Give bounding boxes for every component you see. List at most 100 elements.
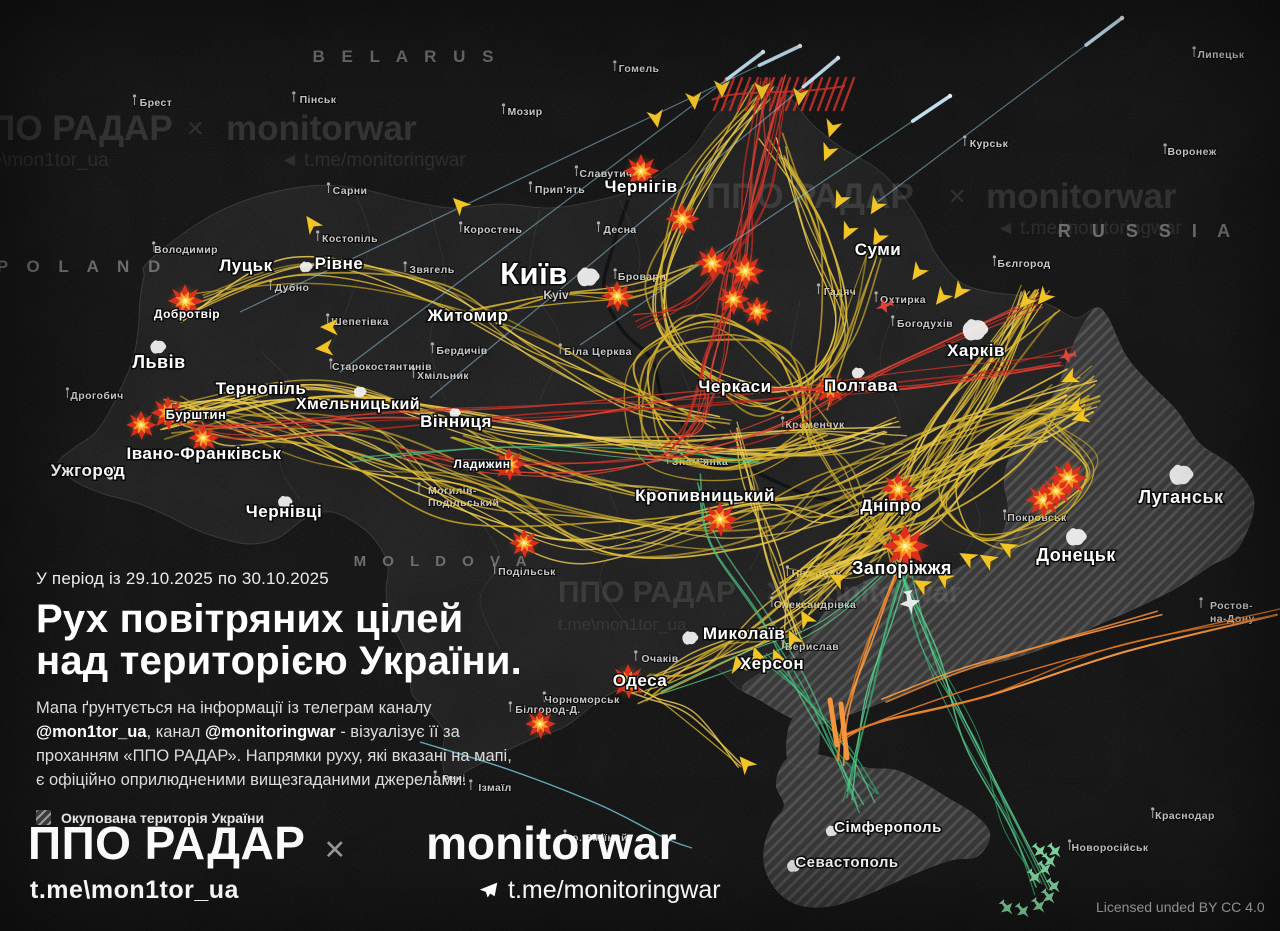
city-minor: Краснодар bbox=[1151, 807, 1215, 823]
region-blob-icon bbox=[682, 631, 699, 645]
flight-path-y bbox=[181, 264, 707, 423]
city-minor: о. Зміїний bbox=[563, 829, 628, 845]
flight-path-y bbox=[164, 387, 885, 445]
explosion-icon bbox=[525, 709, 556, 740]
flight-path-g bbox=[699, 473, 865, 806]
period-text: У період із 29.10.2025 по 30.10.2025 bbox=[36, 569, 329, 588]
city-pin-icon bbox=[528, 181, 533, 185]
missile-head bbox=[725, 50, 765, 81]
city-minor-label: Бердичів bbox=[436, 345, 487, 357]
region-blob-icon bbox=[962, 319, 989, 341]
city-minor: Костопіль bbox=[316, 230, 379, 246]
missile-head bbox=[801, 56, 840, 89]
red-scribble bbox=[768, 76, 784, 112]
entry-arrow-icon bbox=[645, 107, 664, 129]
watermark-text: ✕ bbox=[186, 116, 204, 141]
entry-arrow-icon bbox=[752, 80, 772, 102]
summary-panel: У період із 29.10.2025 по 30.10.2025 Рух… bbox=[36, 569, 548, 826]
city-major-label: Бурштин bbox=[166, 407, 227, 422]
missile-trail bbox=[429, 57, 839, 399]
explosion-icon bbox=[665, 202, 700, 237]
city-major-label: Луцьк bbox=[219, 256, 272, 275]
flight-path-y bbox=[779, 395, 1101, 584]
country-label: M O L D O V A bbox=[354, 553, 533, 570]
white-plane-icon bbox=[899, 590, 921, 615]
city-major-label: Тернопіль bbox=[216, 379, 307, 398]
entry-arrow-icon bbox=[771, 647, 790, 670]
desc-fragment: - візуалізує її за проханням «ППО РАДАР»… bbox=[36, 722, 512, 789]
entry-arrow-icon bbox=[825, 116, 844, 139]
city-pin-icon bbox=[992, 255, 997, 259]
region-blob-icon bbox=[1169, 464, 1194, 485]
city-minor: Коростень bbox=[459, 221, 523, 237]
city-pin-icon bbox=[781, 416, 785, 420]
watermark-text: t.me\mon1tor_ua bbox=[558, 615, 687, 634]
city-minor: Богодухів bbox=[891, 315, 954, 331]
orange-head bbox=[838, 701, 850, 761]
oblast-border bbox=[479, 519, 501, 651]
red-scribble bbox=[800, 76, 816, 112]
city-minor-label: Чорноморськ bbox=[544, 694, 620, 706]
city-major-label: Рівне bbox=[315, 254, 364, 273]
watermark-text: ППО РАДАР bbox=[0, 109, 173, 148]
missile-trail bbox=[871, 17, 1123, 207]
city-pin-icon bbox=[613, 268, 617, 272]
city-minor: Кременчук bbox=[781, 416, 846, 432]
missile-head bbox=[1119, 15, 1125, 21]
region-blob-icon bbox=[825, 825, 839, 837]
flight-path-y bbox=[798, 397, 1090, 592]
oblast-border bbox=[789, 299, 811, 431]
country-label: P O L A N D bbox=[0, 257, 167, 276]
city-minor-label: Липецьк bbox=[1198, 49, 1245, 61]
oblast-border bbox=[329, 185, 371, 351]
occupied-territory-hatch bbox=[763, 753, 991, 908]
city-minor: Воронеж bbox=[1163, 143, 1217, 159]
city-major-label: Миколаїв bbox=[703, 624, 785, 643]
occupied-hatch-swatch-icon bbox=[36, 810, 51, 826]
explosion-icon bbox=[509, 528, 540, 559]
city-minor: Звягель bbox=[403, 261, 455, 277]
flight-path-y bbox=[771, 403, 1086, 595]
city-minor: Біла Церква bbox=[558, 343, 632, 359]
entry-arrow-icon bbox=[998, 542, 1021, 561]
explosion-icon bbox=[623, 154, 660, 189]
city-minor: Ізмаїл bbox=[469, 779, 512, 795]
flight-path-r bbox=[182, 364, 1064, 440]
city-pin-icon bbox=[329, 358, 333, 362]
city-major-label: Хмельницький bbox=[296, 396, 420, 413]
flight-path-r bbox=[632, 86, 789, 316]
city-major-label: Суми bbox=[855, 240, 902, 259]
brand-monitorwar: monitorwar bbox=[426, 817, 677, 869]
flight-path-r bbox=[186, 361, 1062, 427]
city-minor-label: Гомель bbox=[619, 63, 660, 75]
flight-path-y bbox=[181, 282, 706, 422]
flight-path-g bbox=[698, 486, 861, 814]
telegram-handle-monitoringwar[interactable]: t.me/monitoringwar bbox=[478, 876, 721, 905]
entry-arrow-icon bbox=[912, 579, 935, 598]
red-scribble bbox=[832, 76, 848, 112]
explosion-icon bbox=[167, 284, 204, 319]
city-minor-label: Подільськ bbox=[498, 566, 556, 578]
entry-arrow-icon bbox=[791, 85, 811, 108]
city-minor: Берислав bbox=[780, 638, 840, 654]
city-minor: Рені bbox=[433, 770, 466, 786]
city-major-label: Одеса bbox=[613, 671, 667, 690]
flight-path-y bbox=[796, 394, 1067, 587]
city-minor-label: Хмільник bbox=[417, 370, 469, 382]
flight-path-g bbox=[765, 652, 878, 795]
city-pin-icon bbox=[459, 221, 463, 225]
oblast-border bbox=[959, 469, 981, 561]
entry-arrow-icon bbox=[730, 654, 750, 676]
city-minor-label: Старокостянтинів bbox=[332, 361, 432, 373]
entry-arrow-icon bbox=[870, 193, 889, 216]
flight-path-g bbox=[696, 482, 859, 807]
city-minor-label: Мозир bbox=[507, 106, 542, 118]
telegram-handle-mon1tor[interactable]: t.me\mon1tor_ua bbox=[30, 876, 239, 904]
city-major-label: Добротвір bbox=[154, 307, 220, 321]
city-pin-icon bbox=[634, 650, 638, 654]
flight-path-g bbox=[660, 558, 898, 693]
missile-head bbox=[947, 93, 953, 99]
missile-head bbox=[910, 94, 952, 123]
flight-path-g bbox=[900, 566, 1040, 884]
flight-path-o bbox=[837, 614, 1276, 737]
